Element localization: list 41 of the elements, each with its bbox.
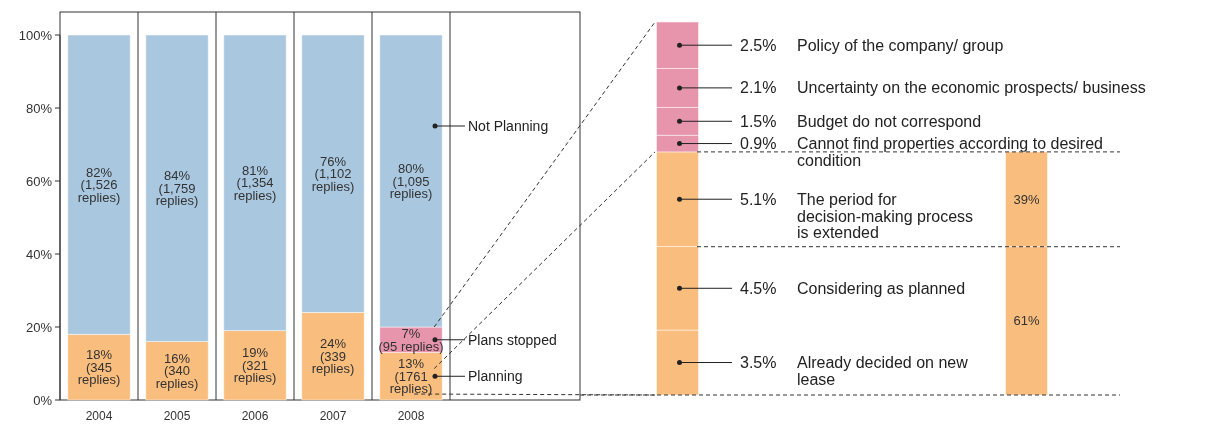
data-label: 2.1% (740, 79, 777, 97)
data-label: 1.5% (740, 112, 777, 130)
x-tick-label: 2004 (85, 409, 113, 423)
series-label: Planning (468, 368, 523, 385)
y-tick-label: 0% (33, 392, 53, 408)
data-label: 61% (1013, 313, 1040, 329)
data-label: 3.5% (740, 354, 777, 372)
data-label: 19% (321 replies) (233, 345, 277, 386)
text: Budget do not correspond (797, 112, 982, 130)
series-label: Plans stopped (468, 331, 557, 348)
text: Uncertainty on the economic prospects/ business (797, 79, 1146, 97)
y-tick-label: 60% (25, 173, 53, 189)
text: The period for decision-making process is extended (797, 190, 974, 242)
data-label: 76% (1,102 replies) (311, 153, 355, 194)
data-label: 0.9% (740, 135, 777, 153)
data-label: 5.1% (740, 190, 777, 208)
series-label: Not Planning (468, 117, 549, 134)
data-label: 84% (1,759 replies) (155, 168, 199, 209)
data-label: 24% (339 replies) (311, 336, 355, 377)
data-label: 81% (1,354 replies) (233, 162, 277, 203)
y-tick-label: 80% (25, 100, 53, 116)
data-label: 16% (340 replies) (155, 350, 199, 391)
text: Already decided on new lease (797, 354, 969, 388)
data-label: 80% (1,095 replies) (389, 161, 433, 202)
data-label: 4.5% (740, 279, 777, 297)
data-label: 7% (95 replies) (378, 326, 444, 354)
y-tick-label: 100% (18, 27, 53, 43)
x-tick-label: 2008 (397, 409, 425, 423)
data-label: 13% (1761 replies) (389, 356, 433, 397)
y-tick-label: 40% (25, 246, 53, 262)
data-label: 18% (345 replies) (77, 347, 121, 388)
x-tick-label: 2007 (319, 409, 347, 423)
x-tick-label: 2006 (241, 409, 269, 423)
text: Policy of the company/ group (797, 36, 1004, 54)
data-label: 82% (1,526 replies) (77, 164, 121, 205)
data-label: 39% (1013, 191, 1040, 207)
data-label: 2.5% (740, 36, 777, 54)
text: Cannot find properties according to desired condition (797, 135, 1103, 169)
text: Considering as planned (797, 279, 966, 297)
y-tick-label: 20% (25, 319, 53, 335)
x-tick-label: 2005 (163, 409, 191, 423)
